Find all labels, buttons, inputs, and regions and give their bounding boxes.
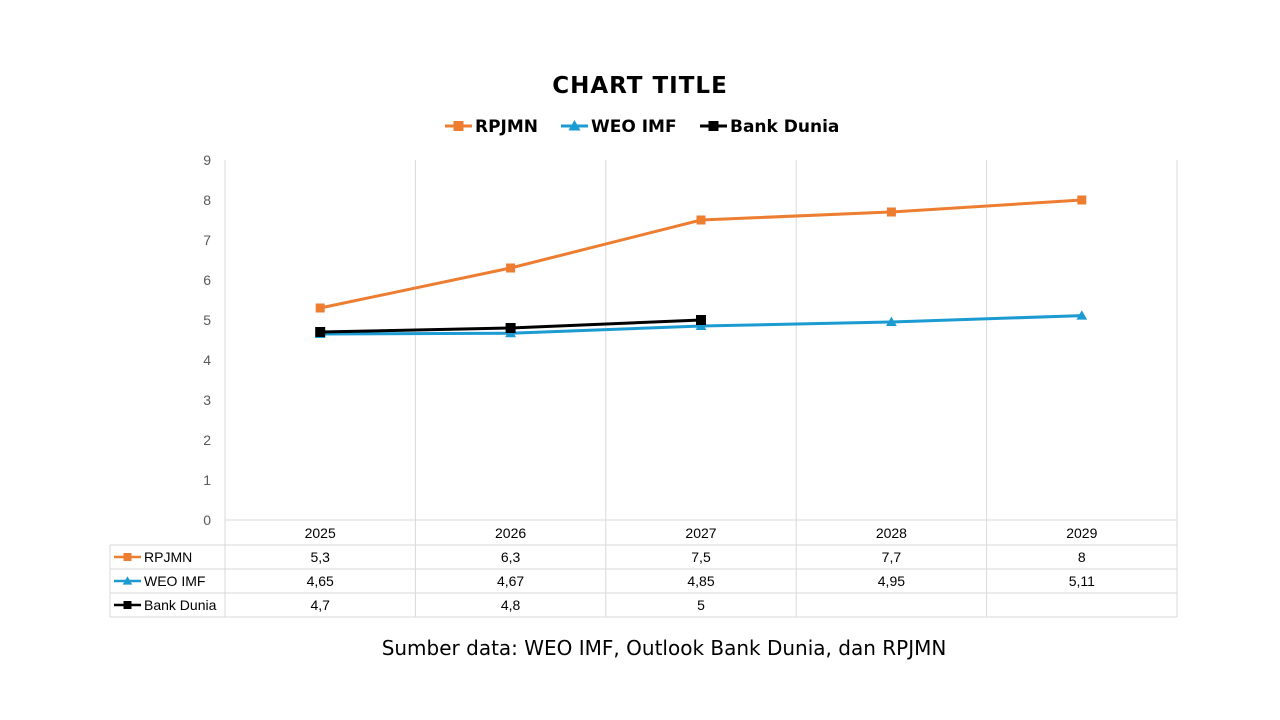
legend-label: Bank Dunia [730, 117, 839, 137]
table-cell: 7,7 [882, 549, 902, 565]
series-bank-dunia [315, 315, 706, 337]
y-tick-label: 2 [203, 432, 211, 448]
x-category-label: 2025 [305, 525, 336, 541]
y-axis: 0 1 2 3 4 5 6 7 8 9 [203, 152, 211, 528]
data-point [695, 320, 707, 331]
table-legend-key-marker [122, 576, 133, 585]
y-tick-label: 9 [203, 152, 211, 168]
chart-title: CHART TITLE [552, 73, 728, 99]
table-cell: 4,8 [501, 597, 521, 613]
table-cell: 4,85 [687, 573, 714, 589]
y-tick-label: 3 [203, 392, 211, 408]
x-category-label: 2029 [1066, 525, 1097, 541]
source-caption: Sumber data: WEO IMF, Outlook Bank Dunia… [381, 636, 947, 660]
data-point [506, 263, 516, 273]
data-point [315, 327, 326, 337]
legend-key-marker [568, 120, 581, 131]
table-legend-key-marker [123, 601, 132, 609]
data-point [1077, 195, 1087, 205]
legend-label: WEO IMF [591, 117, 677, 137]
table-cell: 4,65 [307, 573, 334, 589]
table-row-label: WEO IMF [144, 573, 205, 589]
data-point [886, 316, 897, 327]
data-point [315, 303, 325, 313]
table-cell: 5,11 [1069, 573, 1095, 589]
x-category-label: 2027 [685, 525, 716, 541]
data-point [886, 207, 896, 217]
y-tick-label: 7 [203, 232, 211, 248]
chart-grid [109, 160, 1178, 618]
series-rpjmn [315, 195, 1087, 313]
table-cell: 6,3 [501, 549, 521, 565]
legend-key-marker [708, 121, 719, 131]
data-point [696, 215, 706, 225]
y-tick-label: 8 [203, 192, 211, 208]
y-tick-label: 0 [203, 512, 211, 528]
data-point [1076, 310, 1088, 320]
y-tick-label: 4 [203, 352, 211, 368]
table-cell: 4,67 [497, 573, 524, 589]
y-tick-label: 5 [203, 312, 211, 328]
plot-area [314, 195, 1088, 339]
y-tick-label: 6 [203, 272, 211, 288]
table-cell: 4,7 [310, 597, 330, 613]
table-cell: 4,95 [878, 573, 905, 589]
table-row-label: Bank Dunia [144, 597, 217, 613]
legend: RPJMN WEO IMF Bank Dunia [445, 117, 839, 137]
data-table: 2025 2026 2027 2028 2029 RPJMN 5,3 6,3 7,5 7,7 8 WE… [114, 525, 1098, 613]
table-cell: 5,3 [310, 549, 330, 565]
x-category-label: 2026 [495, 525, 526, 541]
data-point [696, 315, 706, 325]
legend-key-marker [453, 121, 464, 131]
table-cell: 5 [697, 597, 705, 613]
table-legend-key-marker [123, 553, 132, 561]
x-category-label: 2028 [876, 525, 907, 541]
table-cell: 7,5 [691, 549, 711, 565]
table-cell: 8 [1078, 549, 1086, 565]
table-row-label: RPJMN [144, 549, 192, 565]
data-point [505, 323, 516, 333]
y-tick-label: 1 [203, 472, 211, 488]
legend-label: RPJMN [475, 117, 538, 137]
